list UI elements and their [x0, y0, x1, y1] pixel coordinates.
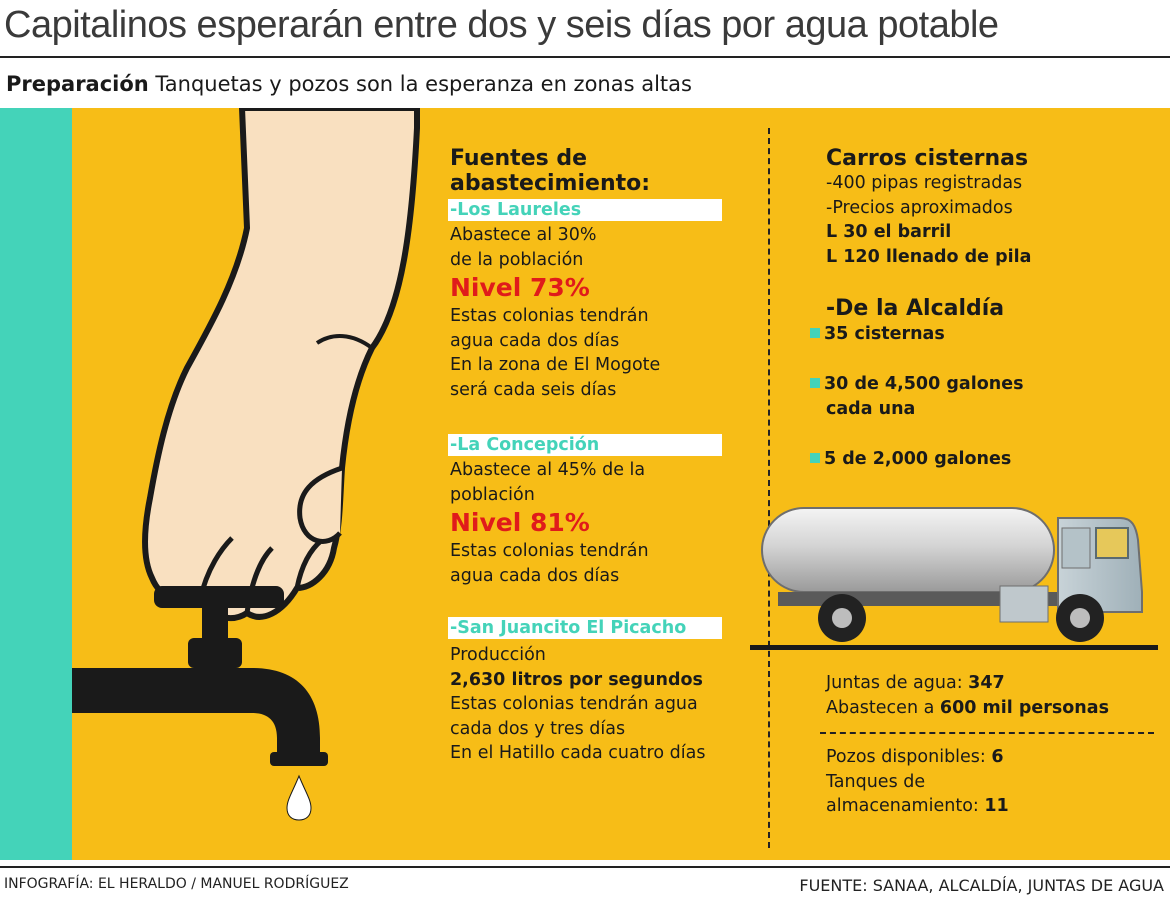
laureles-line5: En la zona de El Mogote — [450, 355, 661, 375]
subtitle-bold: Preparación — [6, 72, 149, 96]
cisterns-line2: -Precios aproximados — [826, 197, 1013, 218]
subtitle-text: Tanquetas y pozos son la esperanza en zo… — [148, 72, 692, 96]
laureles-line3: Estas colonias tendrán — [450, 306, 649, 326]
water-drop-icon — [286, 774, 312, 821]
tank-icon — [761, 507, 1055, 593]
wheel-icon — [818, 594, 866, 642]
juntas-value: 347 — [968, 673, 1005, 693]
juancito-line1: Producción — [450, 645, 546, 665]
concepcion-line4: agua cada dos días — [450, 565, 620, 586]
footer-divider — [0, 866, 1170, 868]
alcaldia-item2-text: 30 de 4,500 galones — [824, 374, 1024, 394]
alcaldia-item1: 35 cisternas — [810, 322, 945, 347]
bullet-square-icon — [810, 328, 820, 338]
laureles-nivel: Nivel 73% — [450, 273, 590, 302]
section-los-laureles: Abastece al 30% de la población Nivel 73… — [450, 223, 660, 402]
juntas-line2-bold: 600 mil personas — [939, 697, 1109, 718]
laureles-line6: será cada seis días — [450, 379, 617, 400]
juancito-line2: 2,630 litros por segundos — [450, 669, 703, 690]
section-juntas: Juntas de agua: 347 Abastecen a 600 mil … — [826, 671, 1109, 720]
alcaldia-item3-text: 5 de 2,000 galones — [824, 449, 1012, 469]
sources-heading-line1: Fuentes de — [450, 146, 588, 171]
section-alcaldia: -De la Alcaldía — [810, 296, 1004, 321]
concepcion-line2: población — [450, 484, 535, 505]
wheel-icon — [1056, 594, 1104, 642]
pozos-value: 6 — [991, 747, 1004, 767]
alcaldia-item2-subtext: cada una — [826, 398, 916, 419]
laureles-line2: de la población — [450, 249, 584, 270]
alcaldia-heading: -De la Alcaldía — [826, 296, 1005, 321]
bullet-square-icon — [810, 378, 820, 388]
faucet-icon — [72, 668, 320, 758]
tanques-label: almacenamiento: — [826, 796, 985, 816]
label-san-juancito: -San Juancito El Picacho — [448, 617, 722, 639]
hand-faucet-illustration — [72, 108, 420, 821]
column-divider — [768, 128, 770, 848]
tanques-value: 11 — [984, 796, 1009, 816]
juntas-label: Juntas de agua: — [826, 673, 969, 693]
hand-icon — [142, 108, 420, 622]
sources-heading-line2: abastecimiento: — [450, 171, 651, 196]
juancito-line4: cada dos y tres días — [450, 718, 626, 739]
subtitle: Preparación Tanquetas y pozos son la esp… — [6, 72, 692, 96]
bullet-square-icon — [810, 453, 820, 463]
label-los-laureles: -Los Laureles — [448, 199, 722, 221]
alcaldia-item2: 30 de 4,500 galones cada una — [810, 372, 1023, 421]
label-la-concepcion: -La Concepción — [448, 434, 722, 456]
tanker-truck-illustration — [750, 507, 1158, 650]
juancito-line5: En el Hatillo cada cuatro días — [450, 743, 706, 763]
cisterns-price1: L 30 el barril — [826, 222, 952, 242]
cisterns-price2: L 120 llenado de pila — [826, 246, 1032, 267]
laureles-line4: agua cada dos días — [450, 330, 620, 351]
concepcion-line3: Estas colonias tendrán — [450, 541, 649, 561]
tanques-line1: Tanques de — [826, 771, 926, 792]
footer-credit: INFOGRAFÍA: EL HERALDO / MANUEL RODRÍGUE… — [4, 876, 349, 892]
road-line — [750, 645, 1158, 650]
alcaldia-item1-text: 35 cisternas — [824, 324, 945, 344]
juancito-line3: Estas colonias tendrán agua — [450, 694, 698, 714]
section-san-juancito: Producción 2,630 litros por segundos Est… — [450, 643, 705, 766]
sources-heading: Fuentes de abastecimiento: — [450, 146, 650, 196]
concepcion-nivel: Nivel 81% — [450, 508, 590, 537]
teal-strip — [0, 108, 72, 860]
laureles-line1: Abastece al 30% — [450, 225, 597, 245]
footer-source: FUENTE: SANAA, ALCALDÍA, JUNTAS DE AGUA — [799, 876, 1164, 895]
title-divider — [0, 56, 1170, 58]
cisterns-heading: Carros cisternas — [826, 146, 1029, 171]
pozos-label: Pozos disponibles: — [826, 747, 992, 767]
alcaldia-item3: 5 de 2,000 galones — [810, 447, 1011, 472]
section-cisterns: Carros cisternas -400 pipas registradas … — [826, 146, 1031, 269]
cisterns-line1: -400 pipas registradas — [826, 173, 1023, 193]
section-la-concepcion: Abastece al 45% de la población Nivel 81… — [450, 458, 649, 588]
section-divider — [820, 732, 1154, 734]
section-pozos: Pozos disponibles: 6 Tanques de almacena… — [826, 745, 1009, 819]
concepcion-line1: Abastece al 45% de la — [450, 460, 646, 480]
page-title: Capitalinos esperarán entre dos y seis d… — [4, 4, 999, 46]
juntas-line2-prefix: Abastecen a — [826, 697, 940, 718]
